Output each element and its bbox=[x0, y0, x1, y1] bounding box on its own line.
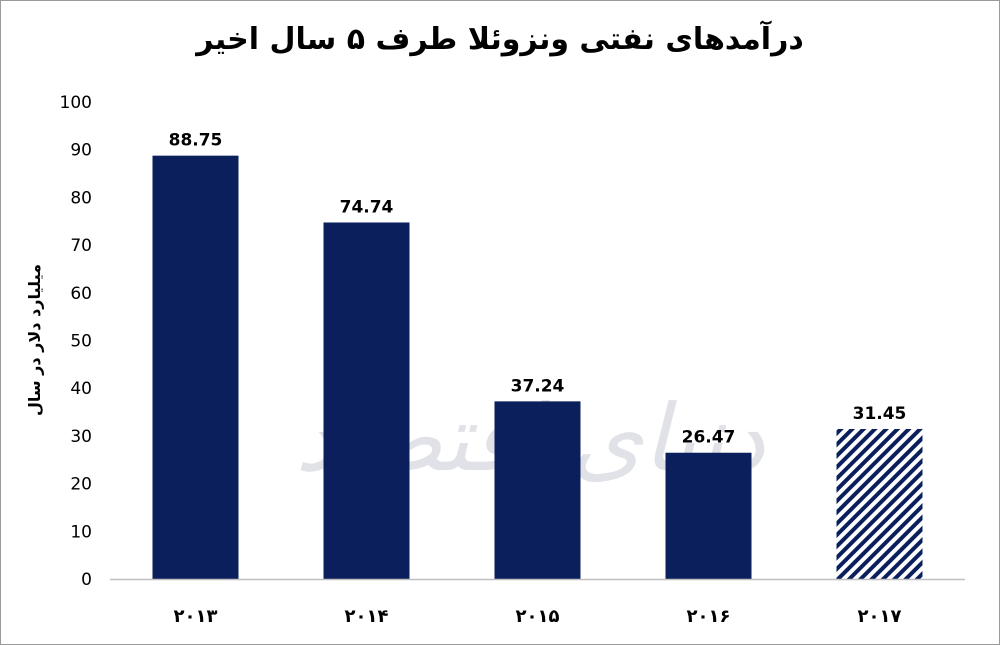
data-label: 31.45 bbox=[853, 404, 907, 424]
bar-3 bbox=[665, 452, 752, 579]
bar-2 bbox=[494, 401, 581, 579]
y-tick-label: 50 bbox=[70, 332, 92, 352]
data-label: 26.47 bbox=[682, 428, 736, 448]
data-label: 37.24 bbox=[511, 376, 565, 396]
y-tick-label: 70 bbox=[70, 236, 92, 256]
x-category-label: ۲۰۱۳ bbox=[174, 606, 218, 627]
bar-1 bbox=[323, 222, 410, 579]
x-axis-categories: ۲۰۱۳ ۲۰۱۴ ۲۰۱۵ ۲۰۱۶ ۲۰۱۷ bbox=[174, 606, 902, 627]
y-tick-label: 20 bbox=[70, 475, 92, 495]
bars bbox=[152, 155, 923, 579]
data-labels: 88.75 74.74 37.24 26.47 31.45 bbox=[169, 131, 907, 448]
x-category-label: ۲۰۱۷ bbox=[858, 606, 902, 627]
y-axis-label: میلیارد دلار در سال bbox=[25, 264, 44, 416]
y-tick-label: 90 bbox=[70, 141, 92, 161]
y-tick-label: 10 bbox=[70, 522, 92, 542]
data-label: 88.75 bbox=[169, 131, 223, 151]
chart-title: درآمدهای نفتی ونزوئلا طرف ۵ سال اخیر bbox=[196, 22, 804, 57]
x-category-label: ۲۰۱۵ bbox=[516, 606, 560, 627]
data-label: 74.74 bbox=[340, 197, 394, 217]
bar-0 bbox=[152, 155, 239, 579]
y-tick-label: 30 bbox=[70, 427, 92, 447]
x-category-label: ۲۰۱۴ bbox=[345, 606, 389, 627]
y-axis-ticks: 0 10 20 30 40 50 60 70 80 90 100 bbox=[60, 93, 92, 590]
y-tick-label: 0 bbox=[81, 570, 92, 590]
bar-4 bbox=[836, 428, 923, 579]
y-tick-label: 60 bbox=[70, 284, 92, 304]
x-category-label: ۲۰۱۶ bbox=[687, 606, 731, 627]
y-tick-label: 40 bbox=[70, 379, 92, 399]
y-tick-label: 100 bbox=[60, 93, 92, 113]
y-tick-label: 80 bbox=[70, 188, 92, 208]
